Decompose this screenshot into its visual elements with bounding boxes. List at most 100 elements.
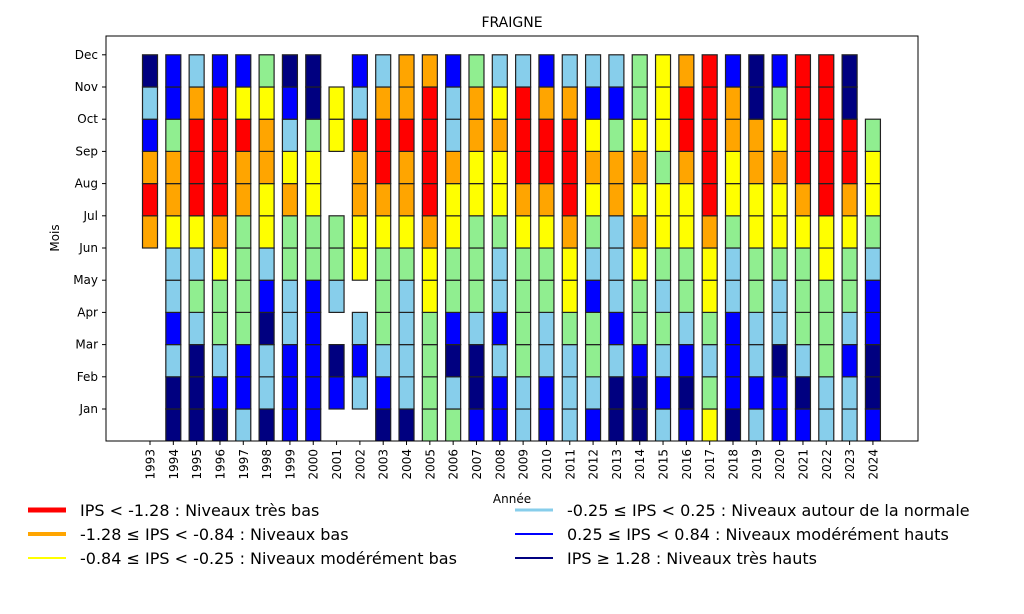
cell-2010-Mar	[538, 344, 555, 378]
cell-2023-May	[841, 279, 858, 314]
cell-2009-Aug	[515, 183, 532, 217]
cell-2010-Jan	[538, 408, 555, 441]
cell-2020-Nov	[771, 86, 788, 120]
cell-2022-Feb	[818, 376, 835, 410]
cell-2011-Apr	[561, 311, 578, 346]
y-tick-label: May	[73, 273, 98, 287]
x-tick-label: 1999	[283, 449, 297, 480]
cell-2014-Mar	[631, 344, 648, 378]
cell-1999-Feb	[281, 376, 299, 410]
cell-1997-Dec	[235, 54, 252, 88]
legend-label: IPS < -1.28 : Niveaux très bas	[80, 501, 319, 520]
cell-2020-Apr	[771, 311, 788, 346]
cell-2007-Dec	[468, 54, 485, 88]
cell-1996-Jun	[211, 247, 229, 281]
cell-1995-Jan	[188, 408, 205, 441]
cell-2008-May	[491, 279, 508, 314]
cell-2010-May	[538, 279, 555, 314]
cell-2002-Dec	[351, 54, 368, 88]
cell-2009-Jan	[515, 408, 532, 441]
cell-1998-Jan	[258, 408, 275, 441]
cell-2002-Feb	[351, 376, 368, 410]
cell-1998-Nov	[258, 86, 275, 120]
cell-2009-Jul	[515, 215, 532, 249]
cell-2000-Sep	[305, 150, 322, 185]
cell-1999-Oct	[281, 118, 299, 152]
cell-2010-Oct	[538, 118, 555, 152]
cell-1996-Nov	[211, 86, 229, 120]
cell-2003-Mar	[375, 344, 392, 378]
cell-2022-Dec	[818, 54, 835, 88]
x-tick-label: 2010	[540, 449, 554, 480]
cell-2005-May	[421, 279, 438, 314]
cell-1996-Feb	[211, 376, 229, 410]
cell-1993-Sep	[141, 150, 159, 185]
cell-1999-Jul	[281, 215, 299, 249]
cell-2021-Jul	[794, 215, 812, 249]
cell-2018-Sep	[724, 150, 742, 185]
cell-2003-May	[375, 279, 392, 314]
cell-2005-Dec	[421, 54, 438, 88]
cell-2015-May	[654, 279, 672, 314]
x-tick-label: 2024	[866, 449, 880, 480]
cell-2017-Sep	[701, 150, 718, 185]
cell-2024-Jun	[864, 247, 882, 281]
cell-2007-Apr	[468, 311, 485, 346]
x-tick-label: 1995	[190, 449, 204, 480]
cell-2012-Jan	[584, 408, 602, 441]
cell-2021-Dec	[794, 54, 812, 88]
cell-2013-Apr	[608, 311, 625, 346]
cell-2015-Feb	[654, 376, 672, 410]
cell-2003-Dec	[375, 54, 392, 88]
x-tick-label: 1996	[213, 449, 227, 480]
cell-2020-Sep	[771, 150, 788, 185]
legend-label: 0.25 ≤ IPS < 0.84 : Niveaux modérément h…	[567, 525, 949, 544]
cell-2019-Oct	[748, 118, 765, 152]
x-tick-label: 2012	[587, 449, 601, 480]
cell-1995-Sep	[188, 150, 205, 185]
cell-1995-Feb	[188, 376, 205, 410]
cell-2024-Feb	[864, 376, 882, 410]
cell-2013-Aug	[608, 183, 625, 217]
cell-2016-Jan	[678, 408, 695, 441]
cell-2006-Jan	[445, 408, 462, 441]
cell-1993-Oct	[141, 118, 159, 152]
cell-2019-Mar	[748, 344, 765, 378]
cell-1997-Oct	[235, 118, 252, 152]
cell-2001-Oct	[328, 118, 345, 152]
cell-1993-Jul	[141, 215, 159, 249]
cell-2004-Apr	[398, 311, 415, 346]
cell-1997-Sep	[235, 150, 252, 185]
cell-2015-Jul	[654, 215, 672, 249]
cell-2010-Sep	[538, 150, 555, 185]
cell-2005-Jun	[421, 247, 438, 281]
cell-2017-May	[701, 279, 718, 314]
cell-2019-Jun	[748, 247, 765, 281]
cell-2020-Jan	[771, 408, 788, 441]
plot-frame	[105, 35, 919, 442]
cell-2006-Jun	[445, 247, 462, 281]
cell-2023-Oct	[841, 118, 858, 152]
cell-2011-Dec	[561, 54, 578, 88]
cell-2003-Aug	[375, 183, 392, 217]
cell-2018-Jan	[724, 408, 742, 441]
cell-1994-Mar	[165, 344, 182, 378]
cell-2005-Nov	[421, 86, 438, 120]
cell-1999-Mar	[281, 344, 299, 378]
cell-2004-Dec	[398, 54, 415, 88]
cell-2022-Apr	[818, 311, 835, 346]
cell-1998-May	[258, 279, 275, 314]
cell-2008-Jun	[491, 247, 508, 281]
cell-2001-Mar	[328, 344, 345, 378]
cell-2013-Feb	[608, 376, 625, 410]
cell-2004-May	[398, 279, 415, 314]
cell-2007-Jan	[468, 408, 485, 441]
cell-1996-Aug	[211, 183, 229, 217]
cell-2017-Aug	[701, 183, 718, 217]
y-tick-label: Dec	[75, 48, 98, 62]
x-tick-label: 2014	[633, 449, 647, 480]
cell-1999-May	[281, 279, 299, 314]
cell-1995-Dec	[188, 54, 205, 88]
cell-2006-May	[445, 279, 462, 314]
chart-title: FRAIGNE	[481, 15, 542, 31]
